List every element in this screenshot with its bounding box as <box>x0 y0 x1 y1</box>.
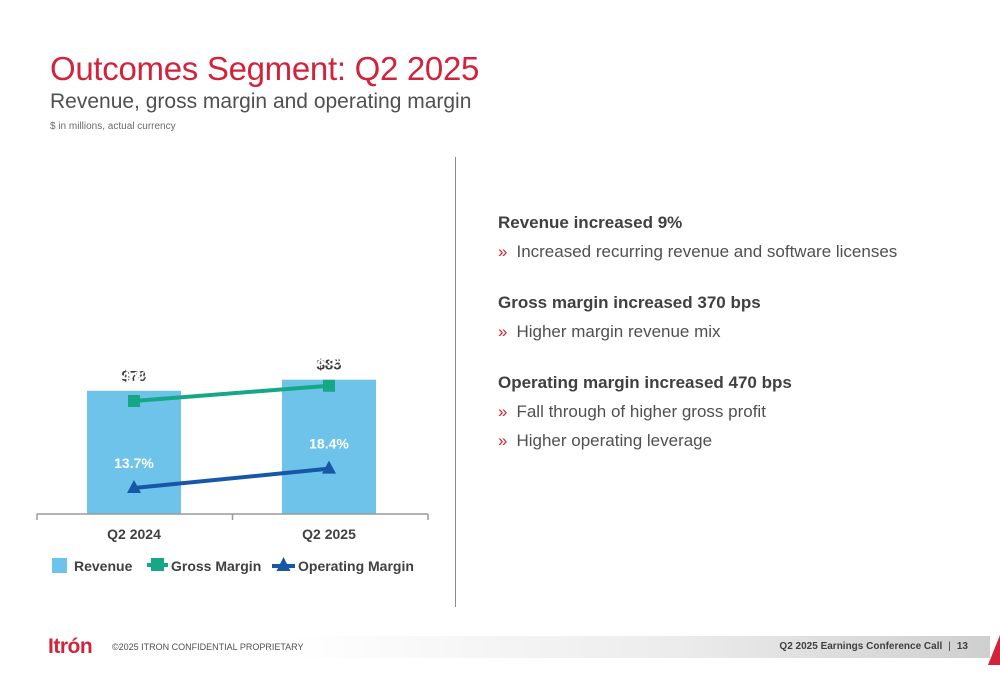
event-name: Q2 2025 Earnings Conference Call <box>779 641 943 652</box>
operating-margin-marker <box>322 460 336 474</box>
operating-margin-marker <box>127 480 141 493</box>
outcomes-chart: $78 $85 Q2 2024 Q2 2025 34.8% 38.5% 13.7% 18.4%… <box>36 353 429 574</box>
operating-margin-data-label: 18.4% <box>309 436 349 452</box>
x-tick-label: Q2 2024 <box>107 526 161 542</box>
highlight-section-gross-margin: Gross margin increased 370 bps » Higher m… <box>498 292 988 343</box>
gross-margin-marker <box>323 379 335 392</box>
revenue-data-label: $78 <box>121 368 146 385</box>
highlight-heading: Operating margin increased 470 bps <box>498 373 792 392</box>
bullet-chevron-icon: » <box>498 402 508 421</box>
highlight-heading: Gross margin increased 370 bps <box>498 293 761 312</box>
legend-revenue-swatch <box>52 558 67 573</box>
legend-gross-margin-swatch <box>151 558 164 571</box>
page-subtitle: Revenue, gross margin and operating marg… <box>50 90 472 113</box>
highlight-item: » Higher margin revenue mix <box>498 322 721 341</box>
footer-band <box>290 636 990 658</box>
highlight-item: » Increased recurring revenue and softwar… <box>498 242 898 261</box>
currency-note: $ in millions, actual currency <box>50 121 176 132</box>
operating-margin-line <box>133 466 330 490</box>
bullet-chevron-icon: » <box>498 431 508 450</box>
corner-accent <box>988 635 1000 665</box>
vertical-divider <box>455 157 456 607</box>
highlight-section-operating-margin: Operating margin increased 470 bps » Fall… <box>498 372 988 452</box>
highlight-item: » Fall through of higher gross profit <box>498 402 766 421</box>
revenue-data-label: $85 <box>316 357 341 374</box>
highlight-heading: Revenue increased 9% <box>498 213 683 232</box>
copyright-text: ©2025 ITRON CONFIDENTIAL PROPRIETARY <box>112 642 304 652</box>
operating-margin-data-label: 13.7% <box>114 455 154 471</box>
itron-logo: Itrón <box>48 635 93 658</box>
legend-operating-margin-label: Operating Margin <box>298 558 414 574</box>
gross-margin-marker <box>128 395 140 407</box>
gross-margin-data-label: 34.8% <box>114 368 154 384</box>
page-number: 13 <box>956 641 968 652</box>
footer-event: Q2 2025 Earnings Conference Call | 13 <box>779 641 968 652</box>
highlight-section-revenue: Revenue increased 9% » Increased recurrin… <box>498 212 988 263</box>
legend-gross-margin-label: Gross Margin <box>171 558 261 574</box>
bullet-chevron-icon: » <box>498 322 508 341</box>
bullet-chevron-icon: » <box>498 242 508 261</box>
page-title: Outcomes Segment: Q2 2025 <box>50 50 480 87</box>
gross-margin-data-label: 38.5% <box>309 353 349 369</box>
footer-separator: | <box>948 641 951 652</box>
revenue-bar <box>87 390 181 514</box>
gross-margin-line <box>133 383 330 403</box>
revenue-bar <box>282 379 376 514</box>
highlight-item: » Higher operating leverage <box>498 431 713 450</box>
x-tick-label: Q2 2025 <box>302 526 356 542</box>
legend-revenue-label: Revenue <box>74 558 133 574</box>
highlights-panel: Revenue increased 9% » Increased recurrin… <box>498 212 988 481</box>
legend-operating-margin-swatch <box>276 557 291 571</box>
